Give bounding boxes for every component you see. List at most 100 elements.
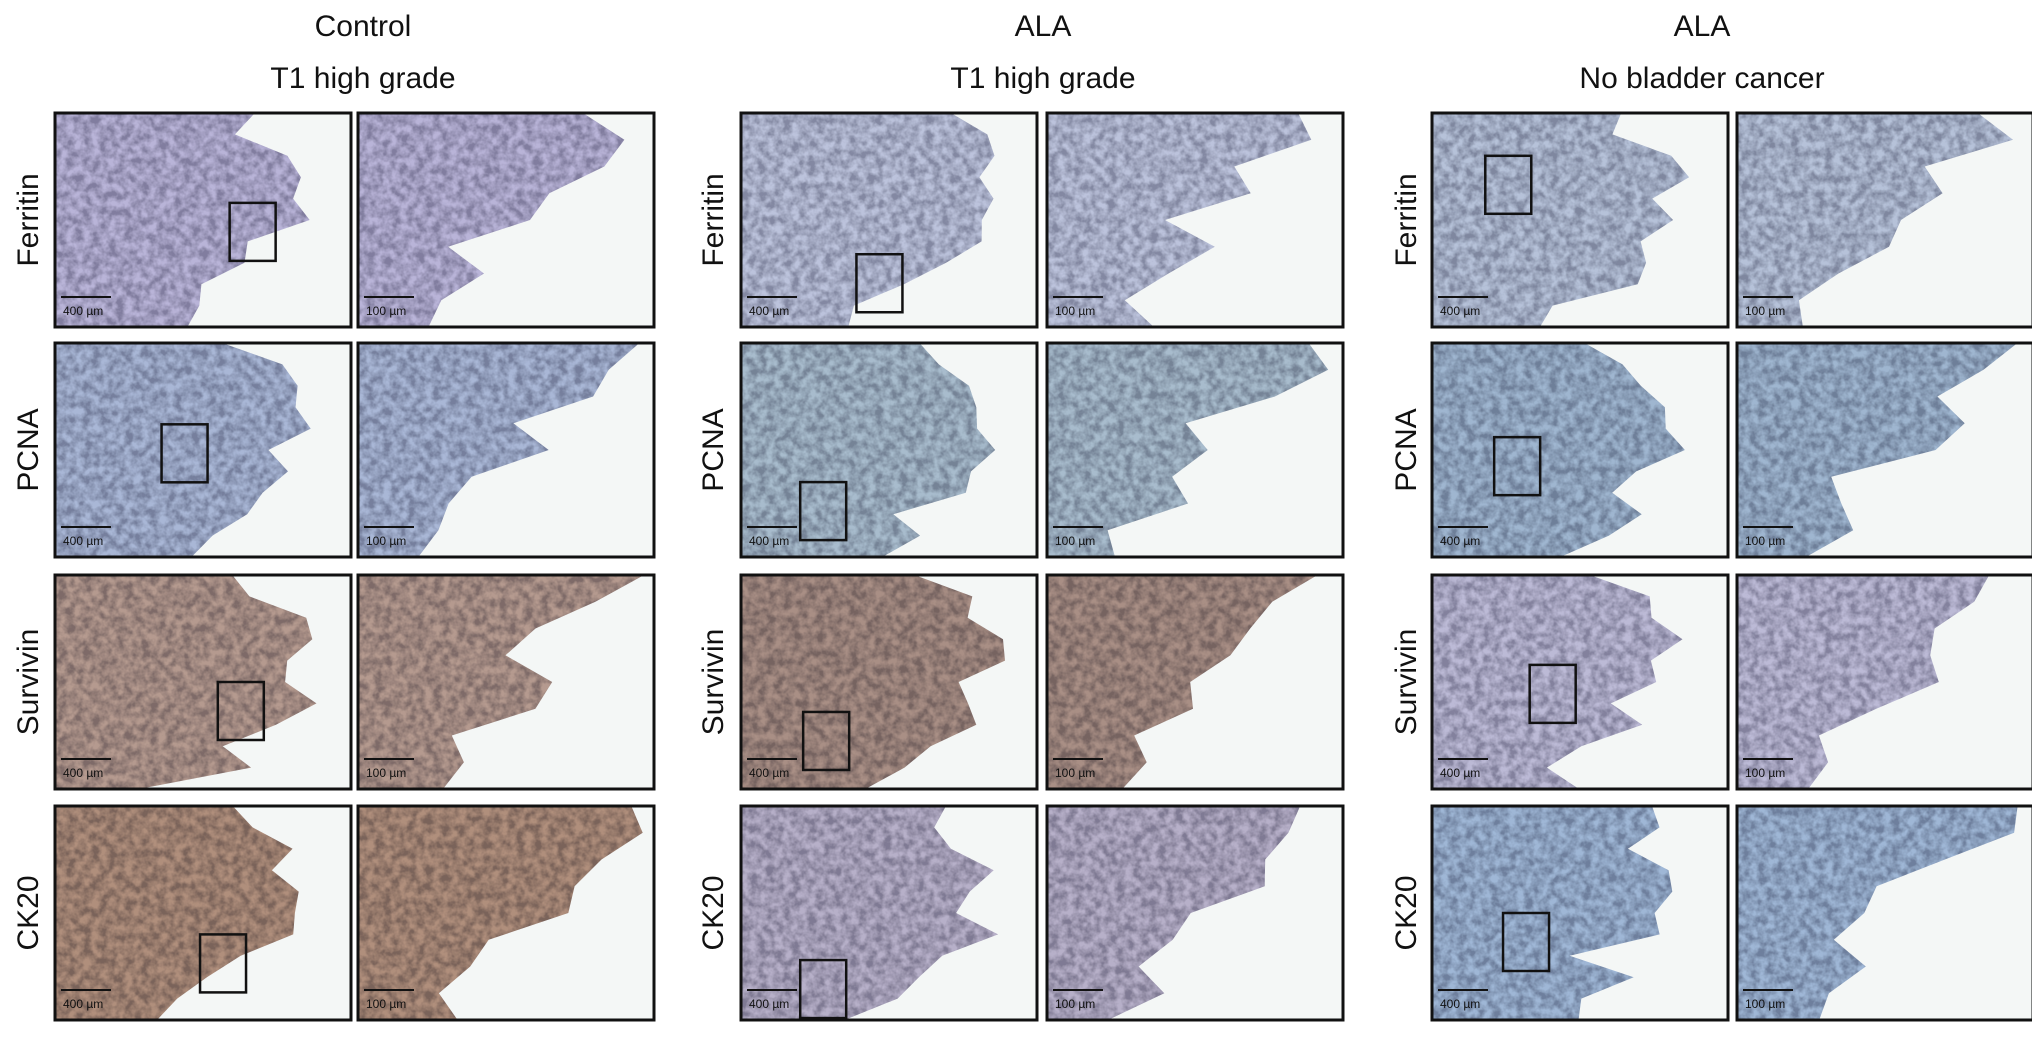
scale-label: 100 µm	[1745, 997, 1785, 1011]
micrograph: 100 µm	[1735, 341, 2032, 559]
image-frame	[739, 111, 1039, 329]
scale-label: 400 µm	[1440, 997, 1480, 1011]
image-frame	[1045, 341, 1345, 559]
micrograph: 400 µm	[739, 804, 1039, 1022]
tissue	[358, 113, 625, 327]
panel-title: ALA	[1674, 10, 1731, 43]
scale-label: 100 µm	[366, 766, 406, 780]
tissue	[55, 575, 317, 789]
image-frame	[1045, 111, 1345, 329]
image-frame	[739, 804, 1039, 1022]
row-label: Survivin	[1390, 629, 1423, 736]
micrograph: 100 µm	[356, 573, 656, 791]
scale-label: 100 µm	[1745, 766, 1785, 780]
scale-label: 100 µm	[366, 997, 406, 1011]
micrograph: 100 µm	[356, 111, 656, 329]
tissue	[1432, 806, 1673, 1020]
tissue	[741, 343, 996, 557]
micrograph: 100 µm	[1735, 573, 2032, 791]
scale-label: 100 µm	[1745, 304, 1785, 318]
inset-box	[160, 423, 209, 484]
panel-subtitle: T1 high grade	[270, 62, 455, 95]
tissue	[358, 575, 645, 789]
row-label: CK20	[697, 875, 730, 950]
tissue	[1047, 343, 1329, 557]
inset-box	[216, 680, 266, 742]
scale-label: 100 µm	[366, 304, 406, 318]
micrograph: 100 µm	[1045, 341, 1345, 559]
micrograph: 100 µm	[356, 804, 656, 1022]
scale-label: 400 µm	[63, 766, 103, 780]
tissue	[1737, 343, 2018, 557]
row-label: CK20	[12, 875, 45, 950]
tissue	[1737, 113, 2013, 327]
tissue	[1737, 806, 2018, 1020]
tissue	[1047, 113, 1312, 327]
micrograph: 100 µm	[1045, 111, 1345, 329]
scale-label: 100 µm	[1055, 766, 1095, 780]
tissue	[1432, 575, 1683, 789]
tissue	[1047, 575, 1318, 789]
micrograph: 400 µm	[53, 573, 353, 791]
image-frame	[53, 804, 353, 1022]
micrograph: 400 µm	[1430, 341, 1730, 559]
image-frame	[1735, 804, 2032, 1022]
inset-box	[798, 958, 848, 1020]
image-frame	[1735, 111, 2032, 329]
image-frame	[1430, 341, 1730, 559]
inset-box	[1484, 154, 1533, 216]
row-label: Survivin	[697, 629, 730, 736]
image-frame	[1430, 111, 1730, 329]
row-label: Ferritin	[697, 173, 730, 266]
scale-label: 100 µm	[366, 534, 406, 548]
image-frame	[53, 573, 353, 791]
micrograph: 400 µm	[739, 341, 1039, 559]
micrograph: 100 µm	[356, 341, 656, 559]
row-label: PCNA	[12, 408, 45, 491]
image-frame	[356, 804, 656, 1022]
inset-box	[798, 480, 848, 542]
micrograph: 400 µm	[1430, 804, 1730, 1022]
tissue	[358, 343, 640, 557]
image-frame	[739, 573, 1039, 791]
tissue	[1432, 113, 1690, 327]
scale-label: 400 µm	[63, 304, 103, 318]
image-frame	[1045, 804, 1345, 1022]
image-frame	[1735, 573, 2032, 791]
tissue	[55, 806, 299, 1020]
micrograph: 400 µm	[53, 341, 353, 559]
tissue	[741, 806, 999, 1020]
image-frame	[53, 341, 353, 559]
tissue	[358, 806, 643, 1020]
tissue	[1737, 575, 1990, 789]
scale-label: 400 µm	[749, 766, 789, 780]
tissue	[55, 113, 310, 327]
scale-label: 400 µm	[63, 534, 103, 548]
tissue	[55, 343, 311, 557]
scale-label: 400 µm	[749, 304, 789, 318]
scale-label: 100 µm	[1055, 304, 1095, 318]
scale-label: 400 µm	[1440, 304, 1480, 318]
micrograph: 100 µm	[1735, 804, 2032, 1022]
row-label: Ferritin	[1390, 173, 1423, 266]
tissue	[1047, 806, 1301, 1020]
inset-box	[1501, 911, 1551, 973]
inset-box	[855, 252, 904, 314]
scale-label: 100 µm	[1055, 534, 1095, 548]
image-frame	[739, 341, 1039, 559]
scale-label: 100 µm	[1055, 997, 1095, 1011]
scale-label: 400 µm	[63, 997, 103, 1011]
scale-label: 400 µm	[1440, 534, 1480, 548]
scale-label: 400 µm	[1440, 766, 1480, 780]
micrograph: 400 µm	[1430, 111, 1730, 329]
micrograph: 100 µm	[1045, 804, 1345, 1022]
inset-box	[1492, 435, 1542, 497]
inset-box	[228, 201, 277, 263]
image-frame	[1735, 341, 2032, 559]
micrograph: 400 µm	[739, 573, 1039, 791]
image-frame	[1430, 573, 1730, 791]
row-label: CK20	[1390, 875, 1423, 950]
micrograph: 100 µm	[1735, 111, 2032, 329]
inset-box	[198, 933, 248, 994]
